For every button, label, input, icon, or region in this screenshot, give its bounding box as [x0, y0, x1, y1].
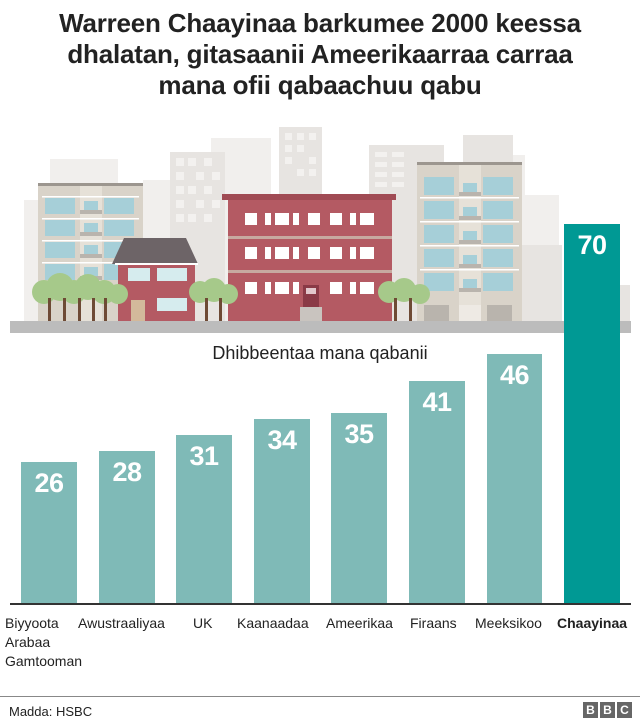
- bar-firaans: 41: [409, 381, 465, 603]
- chart-title-line-1: Warreen Chaayinaa barkumee 2000 keessa: [59, 8, 581, 38]
- category-label-kaanaadaa: Kaanaadaa: [237, 615, 309, 631]
- category-label-chaayinaa: Chaayinaa: [557, 615, 628, 631]
- category-label-line: Arabaa: [5, 634, 51, 650]
- x-axis-baseline: [10, 603, 631, 605]
- category-label-meeksikoo: Meeksikoo: [475, 615, 542, 631]
- city-skyline-illustration: [10, 127, 631, 333]
- bar-chaayinaa-highlighted: 70: [564, 224, 620, 603]
- bar-biyyoota-arabaa-gamtooman: 26: [21, 462, 77, 603]
- category-label-awustraaliyaa: Awustraaliyaa: [78, 615, 165, 631]
- chart-subtitle: Dhibbeentaa mana qabanii: [212, 343, 428, 363]
- bar-value-label: 46: [499, 360, 530, 390]
- category-label-biyyoota-arabaa-gamtooman: Biyyoota Arabaa Gamtooman: [5, 614, 82, 671]
- footer-divider: [0, 696, 640, 697]
- bbc-logo-letter: B: [600, 702, 615, 718]
- chart-title-line-3: mana ofii qabaachuu qabu: [158, 70, 482, 100]
- bar-meeksikoo: 46: [487, 354, 542, 603]
- bar-value-label: 70: [577, 230, 607, 260]
- category-label-line: Biyyoota: [5, 615, 59, 631]
- bar-value-label: 28: [112, 457, 142, 487]
- bar-awustraaliyaa: 28: [99, 451, 155, 603]
- bar-value-label: 34: [267, 425, 297, 455]
- bar-ameerikaa: 35: [331, 413, 387, 603]
- bar-uk: 31: [176, 435, 232, 603]
- bbc-logo-letter: C: [617, 702, 632, 718]
- chart-title-line-2: dhalatan, gitasaanii Ameerikaarraa carra…: [67, 39, 573, 69]
- bbc-logo: B B C: [583, 702, 632, 718]
- bar-value-label: 31: [189, 441, 219, 471]
- bar-value-label: 35: [344, 419, 374, 449]
- bar-value-label: 26: [34, 468, 64, 498]
- bar-kaanaadaa: 34: [254, 419, 310, 603]
- chart-title: Warreen Chaayinaa barkumee 2000 keessa d…: [0, 8, 640, 101]
- bar-value-label: 41: [422, 387, 452, 417]
- category-label-line: Gamtooman: [5, 653, 83, 669]
- category-label-ameerikaa: Ameerikaa: [326, 615, 393, 631]
- category-label-firaans: Firaans: [410, 615, 457, 631]
- category-label-uk: UK: [193, 615, 213, 631]
- bbc-logo-letter: B: [583, 702, 598, 718]
- source-note: Madda: HSBC: [9, 704, 93, 719]
